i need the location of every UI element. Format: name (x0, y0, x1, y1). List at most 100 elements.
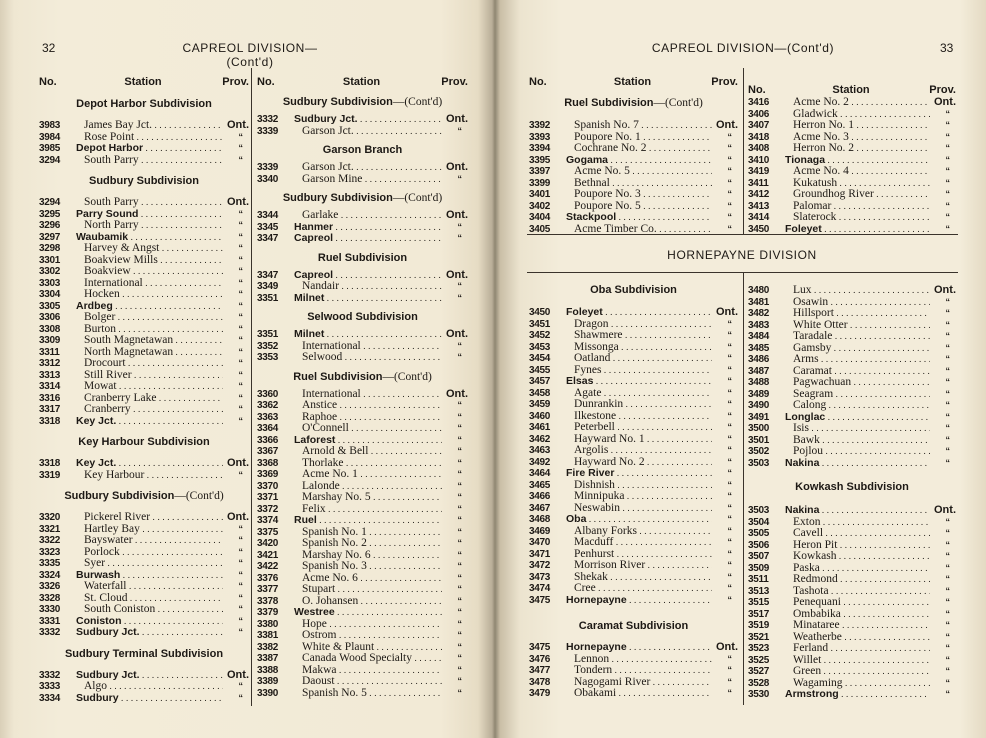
station-name: Pojlou (780, 446, 930, 458)
station-number: 3351 (257, 292, 279, 304)
continued-label: —(Cont'd) (392, 192, 443, 204)
province: Ont. (446, 329, 468, 340)
station-row: 3416 Acme No. 2 Ont. (748, 97, 956, 109)
province: “ (945, 131, 951, 142)
province: “ (727, 445, 733, 455)
station-number: 3419 (748, 166, 770, 177)
station-name: South Coniston (71, 604, 223, 616)
station-row: 3317 Cranberry “ (39, 404, 249, 416)
province: “ (457, 630, 463, 640)
station-name: White Otter (780, 320, 930, 332)
province: “ (238, 220, 244, 230)
station-name: Fynes (561, 365, 712, 377)
column-divider (743, 68, 744, 234)
station-number: 3491 (748, 411, 770, 423)
station-name: Caramat (780, 366, 930, 378)
station-number: 3296 (39, 220, 61, 231)
station-row: 3351 Milnet “ (257, 293, 468, 305)
province: “ (727, 341, 733, 352)
province: “ (945, 551, 951, 561)
station-number: 3482 (748, 308, 770, 319)
station-row: 3335 Syer “ (39, 558, 249, 570)
province: “ (727, 166, 733, 176)
station-number: 3530 (748, 689, 770, 700)
station-row: 3454 Oatland “ (529, 353, 738, 365)
station-name: Ostrom (289, 630, 442, 642)
province: “ (457, 503, 463, 514)
station-name: Acme No. 3 (780, 132, 930, 144)
station-number: 3517 (748, 608, 770, 620)
station-name: Poupore No. 1 (561, 132, 712, 144)
station-name: Lalonde (289, 481, 442, 493)
station-row: 3305 Ardbeg “ (39, 301, 249, 313)
header-prov: Prov. (929, 84, 956, 96)
province: “ (457, 526, 463, 537)
subdivision-name: Sudbury Subdivision (282, 192, 393, 204)
province: “ (945, 516, 951, 527)
station-name: Harvey & Angst (71, 243, 223, 255)
station-row: 3412 Groundhog River “ (748, 189, 956, 201)
province: “ (457, 538, 463, 548)
province: “ (238, 231, 244, 242)
station-row: 3517 Ombabika “ (748, 609, 956, 621)
station-row: 3381 Ostrom “ (257, 630, 468, 642)
station-row: 3462 Hayward No. 1 “ (529, 434, 738, 446)
province: “ (945, 166, 951, 176)
station-row: 3387 Canada Wood Specialty “ (257, 653, 468, 665)
station-column: 3480 Lux Ont. 3481 Osawin “ 3482 Hillsport “ 3483… (748, 272, 956, 701)
station-row: 3419 Acme No. 4 “ (748, 166, 956, 178)
station-name: Penhurst (561, 549, 712, 561)
station-name: Stupart (289, 584, 442, 596)
station-row: 3347 Capreol Ont. (257, 270, 468, 282)
station-name: Argolis (561, 445, 712, 457)
station-name: Waubamik (71, 232, 223, 244)
station-row: 3489 Seagram “ (748, 389, 956, 401)
station-row: 3402 Poupore No. 5 “ (529, 201, 738, 213)
province: “ (945, 677, 951, 688)
station-number: 3322 (39, 535, 61, 546)
station-number: 3500 (748, 423, 770, 434)
station-row: 3528 Wagaming “ (748, 678, 956, 690)
station-row: 3323 Porlock “ (39, 547, 249, 559)
province: “ (945, 331, 951, 341)
station-number: 3351 (257, 329, 279, 340)
province: “ (727, 189, 733, 199)
column-divider (251, 68, 252, 706)
province: “ (457, 340, 463, 351)
province: “ (238, 404, 244, 414)
station-name: Oatland (561, 353, 712, 365)
header-no: No. (257, 76, 275, 88)
province: “ (945, 620, 951, 630)
station-name: Oba (561, 514, 712, 526)
province: “ (945, 342, 951, 353)
province: “ (727, 131, 733, 142)
province: “ (727, 548, 733, 559)
station-number: 3475 (529, 642, 551, 653)
station-number: 3295 (39, 208, 61, 220)
province: “ (727, 143, 733, 153)
division-title: HORNEPAYNE DIVISION (667, 248, 817, 262)
station-number: 3382 (257, 641, 279, 653)
station-name: Milnet (289, 329, 442, 341)
station-number: 3294 (39, 197, 61, 208)
province: Ont. (716, 642, 738, 653)
station-row: 3297 Waubamik “ (39, 232, 249, 244)
station-name: Key Harbour (71, 470, 223, 482)
station-name: Ferland (780, 643, 930, 655)
station-row: 3481 Osawin “ (748, 297, 956, 309)
station-row: 3318 Key Jct. “ (39, 416, 249, 428)
station-name: Drocourt (71, 358, 223, 370)
station-row: 3465 Dishnish “ (529, 480, 738, 492)
station-number: 3511 (748, 574, 769, 585)
station-number: 3459 (529, 399, 551, 410)
station-row: 3507 Kowkash “ (748, 551, 956, 563)
province: “ (945, 377, 951, 387)
station-row: 3476 Lennon “ (529, 654, 738, 666)
province: “ (727, 433, 733, 444)
station-row: 3418 Acme No. 3 “ (748, 132, 956, 144)
station-row: 3408 Herron No. 2 “ (748, 143, 956, 155)
station-number: 3413 (748, 200, 770, 212)
station-name: Bethnal (561, 178, 712, 190)
province: “ (238, 143, 244, 153)
station-row: 3347 Capreol “ (257, 233, 468, 245)
